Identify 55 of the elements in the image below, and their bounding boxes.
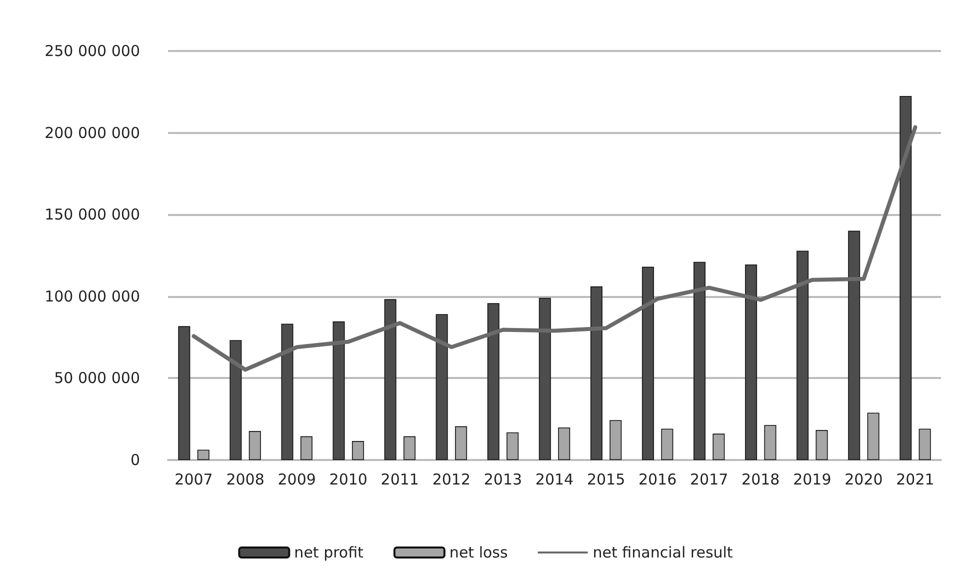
y-tick-label: 200 000 000 <box>44 124 140 142</box>
bar <box>867 412 880 460</box>
bar <box>900 96 912 460</box>
bar <box>352 441 364 460</box>
x-tick-label: 2007 <box>174 470 213 488</box>
x-tick-label: 2016 <box>638 470 677 488</box>
bar <box>590 286 602 460</box>
x-tick-label: 2010 <box>329 470 368 488</box>
bar <box>642 266 654 460</box>
bar <box>332 321 345 460</box>
bar <box>538 298 551 460</box>
y-tick-label: 50 000 000 <box>54 369 140 388</box>
bar <box>848 230 860 460</box>
y-tick-label: 250 000 000 <box>44 42 140 60</box>
bar <box>404 436 416 460</box>
bar <box>610 420 622 460</box>
bar <box>764 424 776 460</box>
x-tick-label: 2021 <box>896 470 934 488</box>
bar <box>300 436 312 460</box>
x-tick-label: 2017 <box>690 470 728 488</box>
x-tick-label: 2015 <box>586 470 626 488</box>
bar <box>230 340 242 460</box>
bar <box>178 326 190 460</box>
x-tick-label: 2012 <box>432 470 471 488</box>
x-tick-label: 2013 <box>484 470 522 488</box>
bar <box>816 430 828 460</box>
y-tick-label: 150 000 000 <box>44 206 140 224</box>
bar <box>796 250 809 460</box>
x-tick-label: 2014 <box>535 470 574 488</box>
y-tick-label: 100 000 000 <box>44 287 140 306</box>
bar <box>661 428 674 460</box>
x-tick-label: 2009 <box>278 470 316 488</box>
bar <box>694 262 706 460</box>
bar <box>436 314 448 460</box>
line-series <box>192 125 918 372</box>
bar <box>558 427 570 460</box>
y-tick-label: 0 <box>130 451 140 469</box>
x-tick-label: 2008 <box>226 470 264 488</box>
bar <box>506 432 519 460</box>
legend-label: net profit <box>294 544 364 562</box>
bar <box>918 428 931 460</box>
bar <box>384 299 396 460</box>
bar <box>197 450 210 460</box>
bar <box>455 426 468 460</box>
x-tick-label: 2019 <box>793 470 832 488</box>
x-tick-label: 2011 <box>380 470 419 488</box>
bar <box>745 264 758 460</box>
x-tick-label: 2018 <box>742 470 780 488</box>
legend-label: net loss <box>449 544 508 562</box>
bar <box>281 324 294 460</box>
x-tick-label: 2020 <box>844 470 883 488</box>
legend-label: net financial result <box>592 544 733 562</box>
bar <box>487 303 500 460</box>
bar <box>712 434 725 460</box>
bar <box>248 431 261 460</box>
